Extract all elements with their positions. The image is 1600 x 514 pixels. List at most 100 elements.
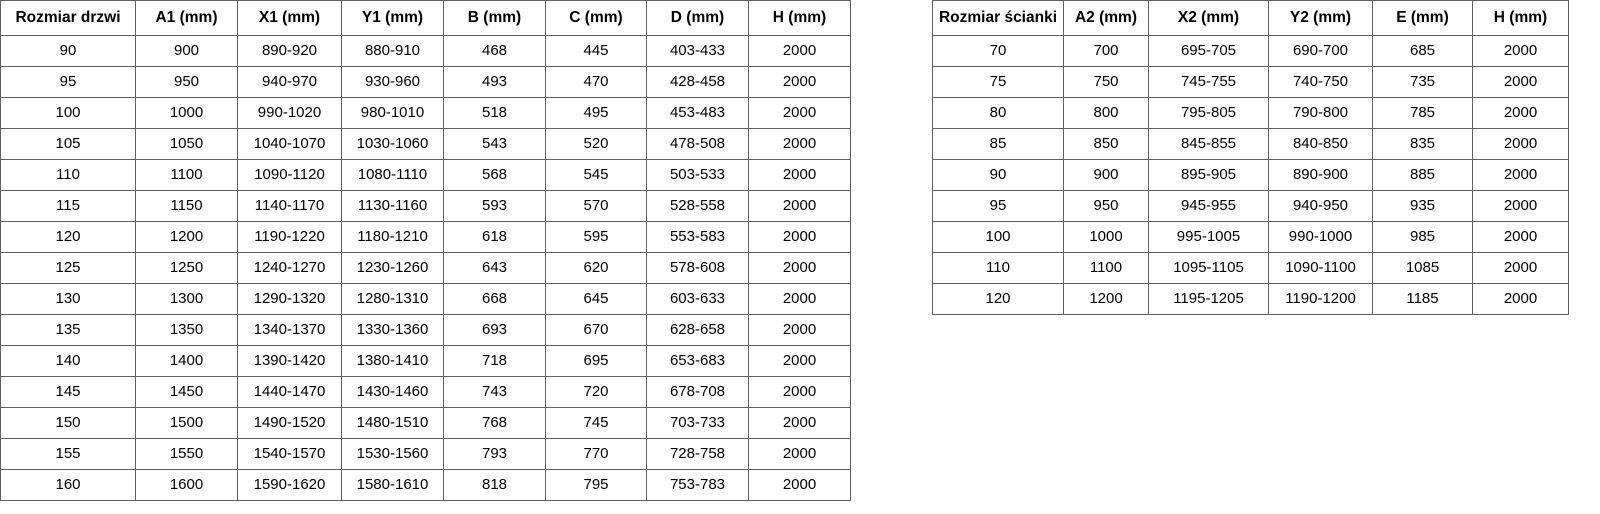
doors-size-table-container: Rozmiar drzwi A1 (mm) X1 (mm) Y1 (mm) B (mm)… — [0, 0, 851, 501]
table-row: 155 1550 1540-1570 1530-1560 793 770 728-758 20… — [0, 438, 851, 470]
table-row: 140 1400 1390-1420 1380-1410 718 695 653-683 20… — [0, 345, 851, 377]
doors-cell: 2000 — [748, 252, 851, 284]
walls-cell: 1195-1205 — [1148, 283, 1269, 315]
table-row: 95 950 945-955 940-950 935 2000 — [932, 190, 1569, 222]
doors-cell: 2000 — [748, 407, 851, 439]
doors-cell: 428-458 — [646, 66, 749, 98]
doors-cell: 1090-1120 — [237, 159, 342, 191]
walls-cell: 950 — [1063, 190, 1149, 222]
walls-column-header: X2 (mm) — [1148, 0, 1269, 36]
doors-cell: 670 — [545, 314, 647, 346]
table-row: 105 1050 1040-1070 1030-1060 543 520 478-508 20… — [0, 128, 851, 160]
doors-cell: 2000 — [748, 283, 851, 315]
doors-cell: 2000 — [748, 438, 851, 470]
doors-column-header: Y1 (mm) — [341, 0, 444, 36]
doors-column-header: C (mm) — [545, 0, 647, 36]
walls-cell: 75 — [932, 66, 1064, 98]
doors-column-header: Rozmiar drzwi — [0, 0, 136, 36]
doors-cell: 110 — [0, 159, 136, 191]
doors-cell: 125 — [0, 252, 136, 284]
walls-column-header: E (mm) — [1372, 0, 1473, 36]
doors-cell: 795 — [545, 469, 647, 501]
walls-header-row: Rozmiar ścianki A2 (mm) X2 (mm) Y2 (mm) E (m… — [932, 0, 1569, 36]
doors-size-table: Rozmiar drzwi A1 (mm) X1 (mm) Y1 (mm) B (mm)… — [0, 0, 851, 501]
doors-cell: 493 — [443, 66, 546, 98]
doors-cell: 445 — [545, 35, 647, 67]
walls-cell: 695-705 — [1148, 35, 1269, 67]
doors-cell: 643 — [443, 252, 546, 284]
table-row: 110 1100 1090-1120 1080-1110 568 545 503-533 20… — [0, 159, 851, 191]
doors-cell: 890-920 — [237, 35, 342, 67]
walls-cell: 2000 — [1472, 128, 1569, 160]
table-row: 75 750 745-755 740-750 735 2000 — [932, 66, 1569, 98]
doors-cell: 668 — [443, 283, 546, 315]
doors-cell: 1050 — [135, 128, 238, 160]
walls-cell: 90 — [932, 159, 1064, 191]
doors-cell: 115 — [0, 190, 136, 222]
doors-cell: 1600 — [135, 469, 238, 501]
doors-cell: 1150 — [135, 190, 238, 222]
doors-cell: 950 — [135, 66, 238, 98]
doors-cell: 543 — [443, 128, 546, 160]
doors-table-body: 90 900 890-920 880-910 468 445 403-433 2000 95 95… — [0, 35, 851, 501]
doors-cell: 695 — [545, 345, 647, 377]
table-row: 90 900 890-920 880-910 468 445 403-433 2000 — [0, 35, 851, 67]
doors-cell: 1230-1260 — [341, 252, 444, 284]
doors-cell: 753-783 — [646, 469, 749, 501]
doors-table-header: Rozmiar drzwi A1 (mm) X1 (mm) Y1 (mm) B (mm)… — [0, 0, 851, 36]
doors-cell: 2000 — [748, 314, 851, 346]
doors-cell: 1140-1170 — [237, 190, 342, 222]
doors-cell: 553-583 — [646, 221, 749, 253]
doors-cell: 653-683 — [646, 345, 749, 377]
walls-cell: 835 — [1372, 128, 1473, 160]
doors-cell: 130 — [0, 283, 136, 315]
doors-cell: 2000 — [748, 376, 851, 408]
doors-cell: 620 — [545, 252, 647, 284]
walls-cell: 120 — [932, 283, 1064, 315]
doors-cell: 90 — [0, 35, 136, 67]
walls-column-header: Y2 (mm) — [1268, 0, 1373, 36]
doors-cell: 468 — [443, 35, 546, 67]
doors-cell: 140 — [0, 345, 136, 377]
doors-cell: 618 — [443, 221, 546, 253]
doors-cell: 545 — [545, 159, 647, 191]
doors-cell: 155 — [0, 438, 136, 470]
doors-cell: 1280-1310 — [341, 283, 444, 315]
doors-cell: 1100 — [135, 159, 238, 191]
walls-cell: 985 — [1372, 221, 1473, 253]
walls-cell: 795-805 — [1148, 97, 1269, 129]
doors-cell: 578-608 — [646, 252, 749, 284]
doors-cell: 1130-1160 — [341, 190, 444, 222]
doors-cell: 1530-1560 — [341, 438, 444, 470]
doors-cell: 940-970 — [237, 66, 342, 98]
doors-cell: 568 — [443, 159, 546, 191]
doors-cell: 720 — [545, 376, 647, 408]
table-row: 120 1200 1195-1205 1190-1200 1185 2000 — [932, 283, 1569, 315]
doors-cell: 1350 — [135, 314, 238, 346]
walls-cell: 935 — [1372, 190, 1473, 222]
doors-cell: 1180-1210 — [341, 221, 444, 253]
doors-cell: 1200 — [135, 221, 238, 253]
doors-cell: 1540-1570 — [237, 438, 342, 470]
doors-cell: 528-558 — [646, 190, 749, 222]
doors-cell: 403-433 — [646, 35, 749, 67]
walls-cell: 1000 — [1063, 221, 1149, 253]
table-row: 125 1250 1240-1270 1230-1260 643 620 578-608 20… — [0, 252, 851, 284]
doors-cell: 100 — [0, 97, 136, 129]
table-row: 110 1100 1095-1105 1090-1100 1085 2000 — [932, 252, 1569, 284]
walls-cell: 80 — [932, 97, 1064, 129]
walls-cell: 2000 — [1472, 283, 1569, 315]
walls-cell: 700 — [1063, 35, 1149, 67]
walls-cell: 2000 — [1472, 159, 1569, 191]
walls-cell: 850 — [1063, 128, 1149, 160]
doors-cell: 1430-1460 — [341, 376, 444, 408]
doors-cell: 150 — [0, 407, 136, 439]
doors-cell: 120 — [0, 221, 136, 253]
doors-cell: 1330-1360 — [341, 314, 444, 346]
walls-column-header: A2 (mm) — [1063, 0, 1149, 36]
doors-column-header: D (mm) — [646, 0, 749, 36]
doors-cell: 1500 — [135, 407, 238, 439]
walls-cell: 1085 — [1372, 252, 1473, 284]
doors-cell: 518 — [443, 97, 546, 129]
